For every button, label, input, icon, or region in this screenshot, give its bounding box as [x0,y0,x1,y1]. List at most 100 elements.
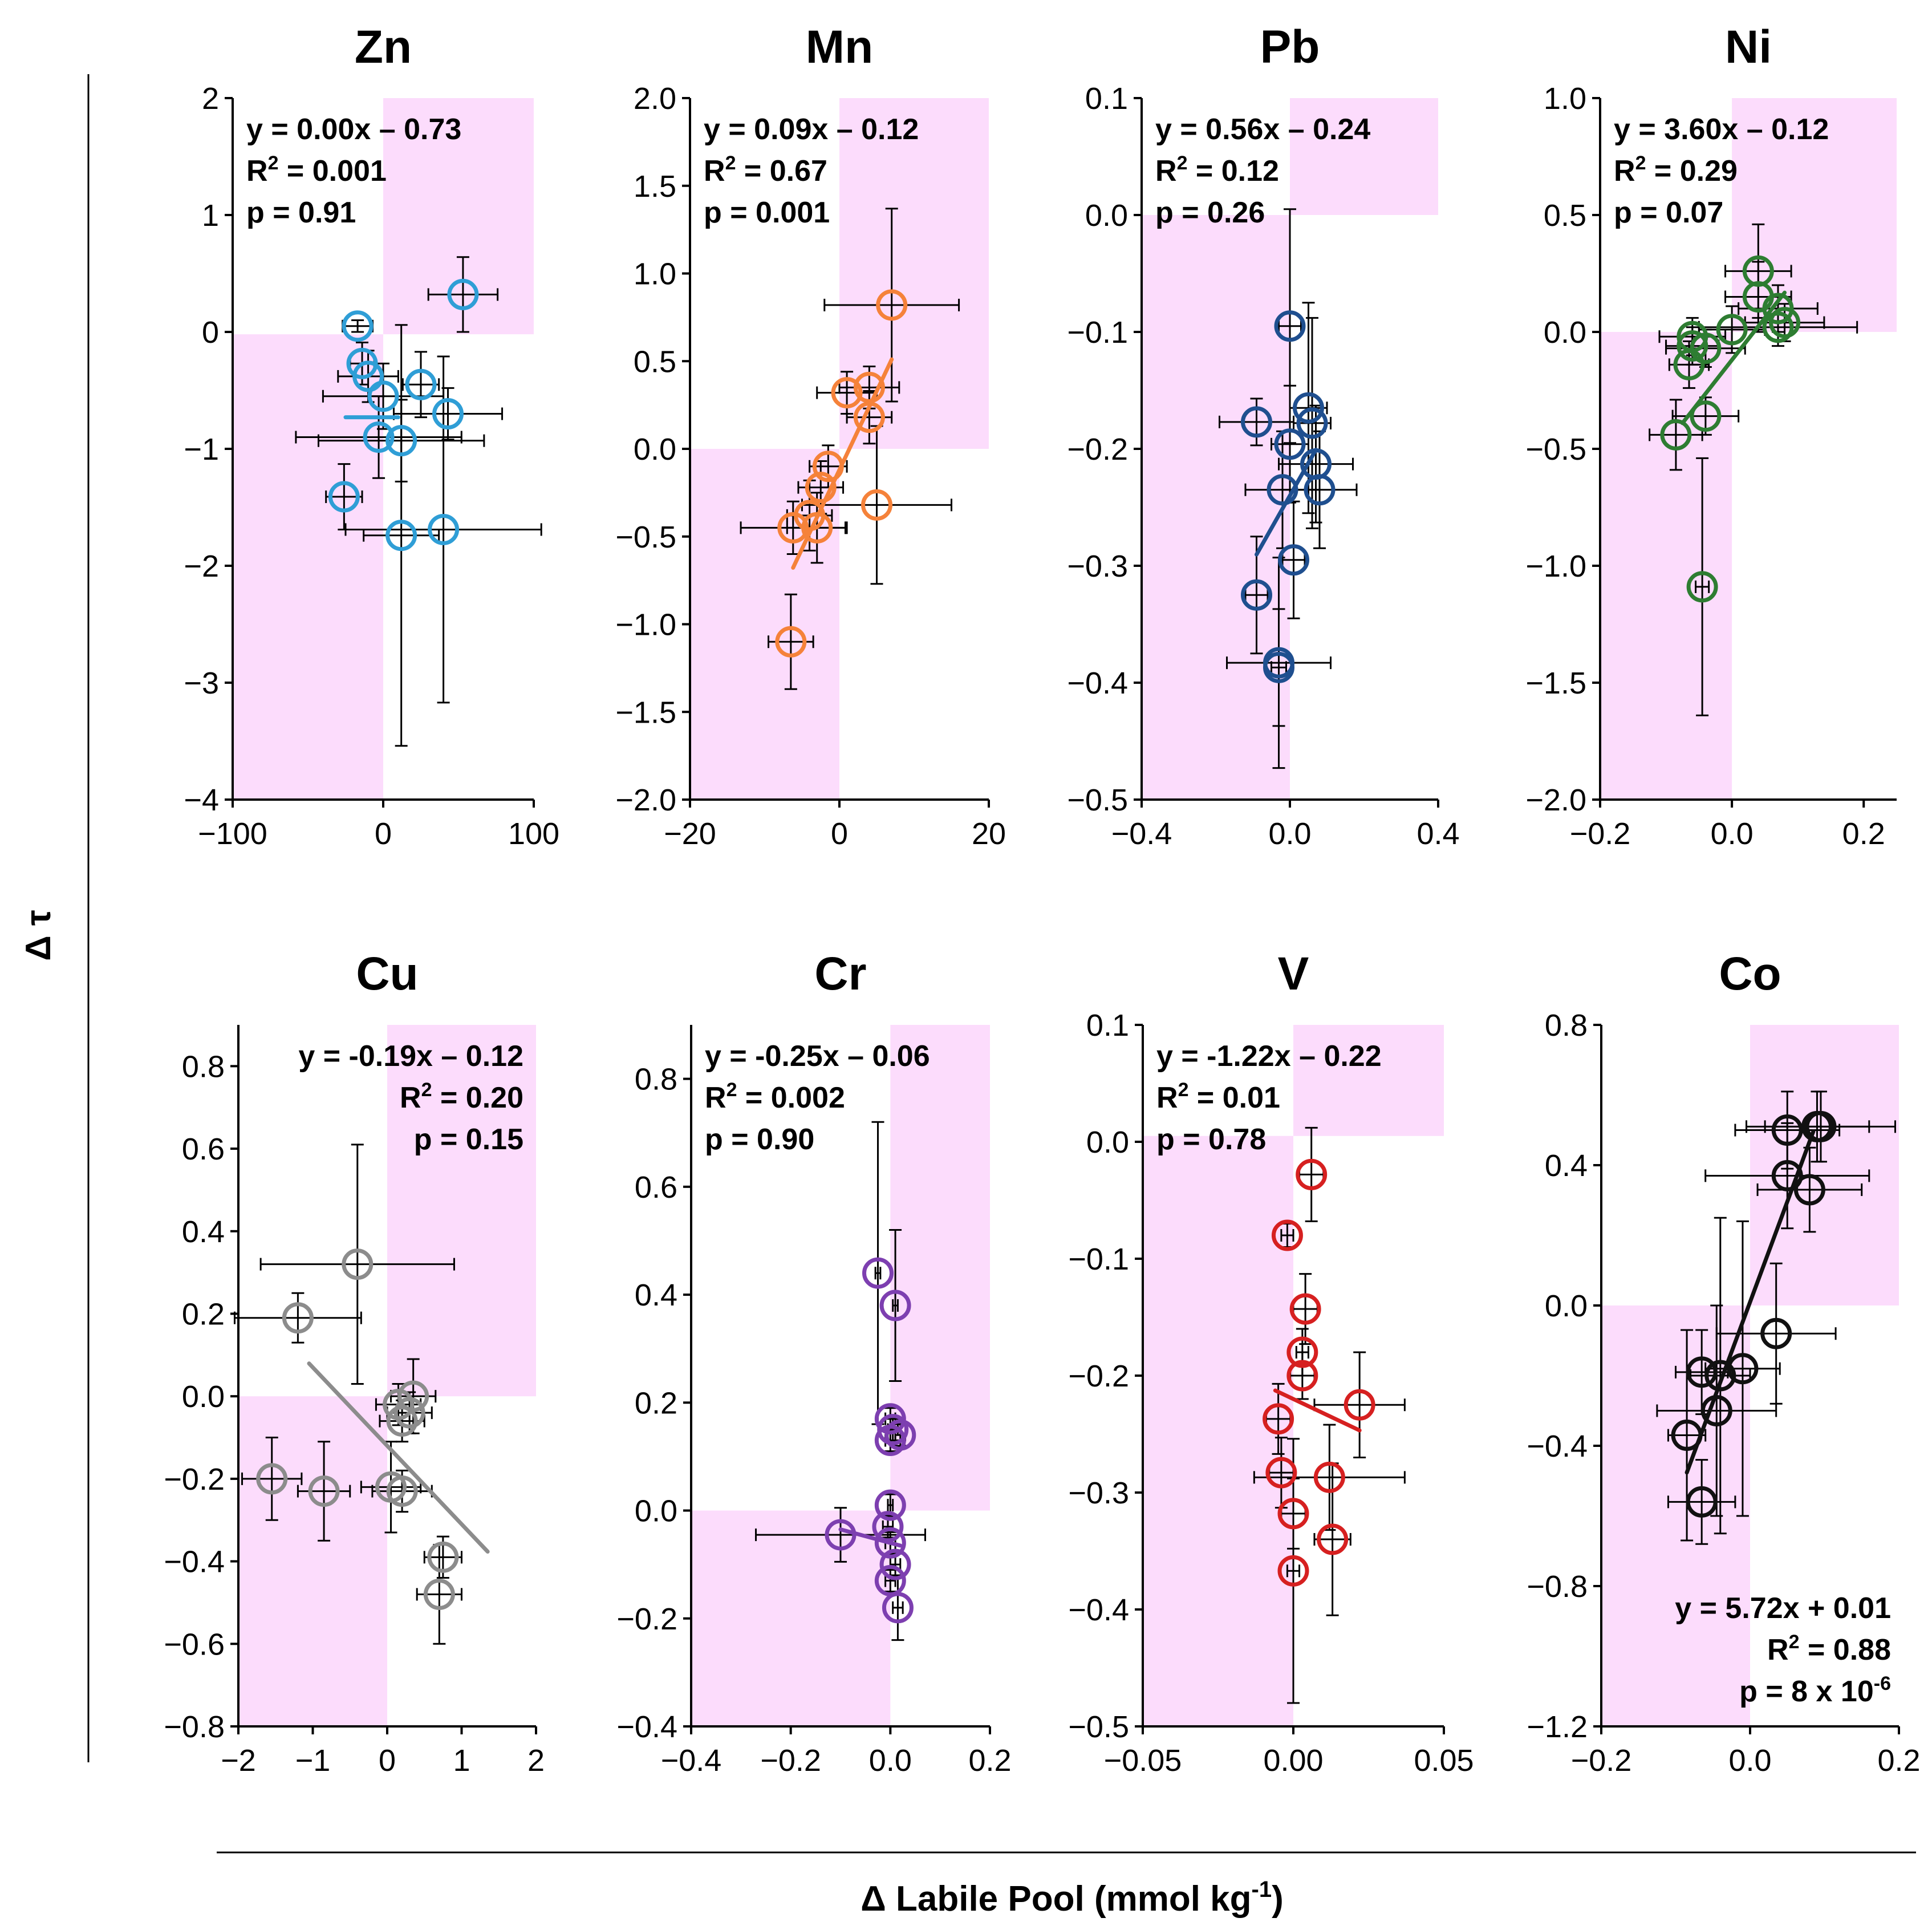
pb-x-tick-label: −0.4 [1111,817,1172,851]
pb-data-point [1274,310,1306,342]
mn-y-tick-label: 0.5 [634,344,676,379]
cu-y-tick-label: 0.2 [182,1297,225,1331]
zn-x-tick-label: 0 [375,817,392,851]
cr-shade-lower-left [691,1510,891,1726]
co-data-point [1805,1110,1837,1142]
ni-data-point [1690,333,1722,364]
cu-x-tick-label: −2 [221,1743,256,1778]
zn-stats-equation: y = 0.00x – 0.73 [246,113,461,146]
ni-y-tick-label: −0.5 [1525,432,1586,467]
ni-data-point [1660,419,1692,451]
pb-data-point [1241,406,1272,438]
v-y-tick-label: 0.0 [1086,1125,1129,1159]
pb-x-tick-label: 0.0 [1268,817,1311,851]
co-y-tick-label: −0.4 [1527,1429,1588,1463]
ni-stats-r2: R2 = 0.29 [1614,152,1738,188]
v-x-tick-label: −0.05 [1104,1743,1182,1778]
cu-stats-r2: R2 = 0.20 [400,1079,523,1114]
cr-x-tick-label: −0.2 [760,1743,821,1778]
co-stats-p: p = 8 x 10-6 [1739,1673,1891,1708]
v-data-point [1289,1293,1321,1325]
v-y-tick-label: −0.1 [1068,1242,1129,1276]
cu-y-tick-label: −0.8 [164,1710,225,1744]
cu-y-tick-label: 0.6 [182,1132,225,1166]
ni-data-point [1677,330,1708,362]
co-y-tick-label: −1.2 [1527,1710,1588,1744]
co-data-point [1686,1356,1718,1388]
ni-y-tick-label: 0.0 [1544,315,1586,350]
co-data-point [1700,1395,1732,1426]
mn-y-tick-label: 1.0 [634,257,676,291]
co-title: Co [1719,948,1781,1000]
pb-y-tick-label: −0.4 [1067,666,1128,700]
zn-data-point [342,310,374,342]
v-x-tick-label: 0.05 [1414,1743,1474,1778]
zn-shade-lower-left [233,334,383,800]
x-axis-label-sup: -1 [1252,1877,1272,1902]
pb-data-point [1267,474,1298,506]
mn-stats-r2-sup: 2 [725,152,736,174]
pb-y-tick-label: −0.3 [1067,549,1128,583]
v-data-point [1296,1158,1328,1190]
mn-shade-lower-left [690,449,839,800]
pb-stats-r2-value: = 0.12 [1187,155,1278,188]
pb-y-tick-label: 0.0 [1085,198,1128,233]
pb-data-point [1278,544,1309,576]
cu-x-tick-label: −1 [295,1743,331,1778]
v-stats-p-value: p = 0.78 [1156,1123,1266,1156]
v-y-tick-label: −0.3 [1068,1476,1129,1510]
cr-x-tick-label: −0.4 [661,1743,722,1778]
co-data-point [1671,1420,1703,1451]
cr-stats-r2-label: R [705,1081,726,1114]
cr-y-tick-label: 0.2 [635,1386,677,1420]
co-x-tick-label: 0.0 [1728,1743,1771,1778]
co-y-tick-label: 0.0 [1545,1289,1588,1323]
v-data-point [1313,1461,1345,1493]
pb-y-tick-label: −0.2 [1067,432,1128,467]
co-shade-upper-right [1750,1025,1899,1305]
co-y-tick-label: 0.8 [1545,1008,1588,1043]
mn-y-tick-label: −0.5 [615,520,676,554]
cr-x-tick-label: 0.2 [968,1743,1011,1778]
cu-x-tick-label: 2 [527,1743,545,1778]
panel-cu: Cu −0.8 −0.6 −0.4 −0.2 0.0 0.2 0.4 0.6 0.8 −2 −1 0 1 2… [164,948,545,1778]
cu-data-point [308,1475,340,1507]
ni-data-point [1673,348,1705,380]
panel-zn: Zn −4 −3 −2 −1 0 1 2 −100 0 100 y = 0.00x – 0.73 R2 … [184,21,559,851]
mn-y-tick-label: −1.5 [615,695,676,729]
ni-stats-r2-value: = 0.29 [1646,155,1737,188]
cr-y-tick-label: 0.4 [635,1278,677,1312]
cr-data-point [882,1592,914,1624]
cr-y-tick-label: −0.4 [616,1710,677,1744]
mn-y-tick-label: 2.0 [634,82,676,116]
ni-y-tick-label: 1.0 [1544,82,1586,116]
pb-y-tick-label: −0.5 [1067,783,1128,817]
panel-co: Co −1.2 −0.8 −0.4 0.0 0.4 0.8 −0.2 0.0 0.2 y = 5.7… [1527,948,1920,1778]
pb-y-tick-label: 0.1 [1085,82,1128,116]
cr-data-point [879,1548,911,1580]
co-data-point [1771,1114,1803,1146]
cu-stats-equation: y = -0.19x – 0.12 [298,1040,523,1073]
v-data-point [1317,1523,1349,1555]
ni-y-tick-label: −2.0 [1525,783,1586,817]
cu-fit-line [307,1361,490,1554]
zn-y-tick-label: 0 [202,315,219,350]
v-fit-line [1273,1388,1362,1433]
zn-data-point [428,513,460,545]
zn-data-point [447,278,479,310]
cr-stats-r2-sup: 2 [726,1079,737,1101]
co-stats-r2-label: R [1767,1633,1789,1667]
cu-x-tick-label: 1 [453,1743,470,1778]
co-stats-p-value: p = 8 x 10 [1739,1675,1874,1708]
cr-stats-r2: R2 = 0.002 [705,1079,845,1114]
v-y-tick-label: −0.4 [1068,1593,1129,1627]
x-axis-label-main: Δ Labile Pool (mmol kg [861,1879,1251,1919]
pb-data-point [1241,579,1272,611]
zn-data-point [352,360,384,392]
co-x-tick-label: 0.2 [1877,1743,1920,1778]
v-data-point [1265,1457,1297,1489]
zn-data-point [385,425,417,457]
ni-data-point [1686,571,1718,603]
